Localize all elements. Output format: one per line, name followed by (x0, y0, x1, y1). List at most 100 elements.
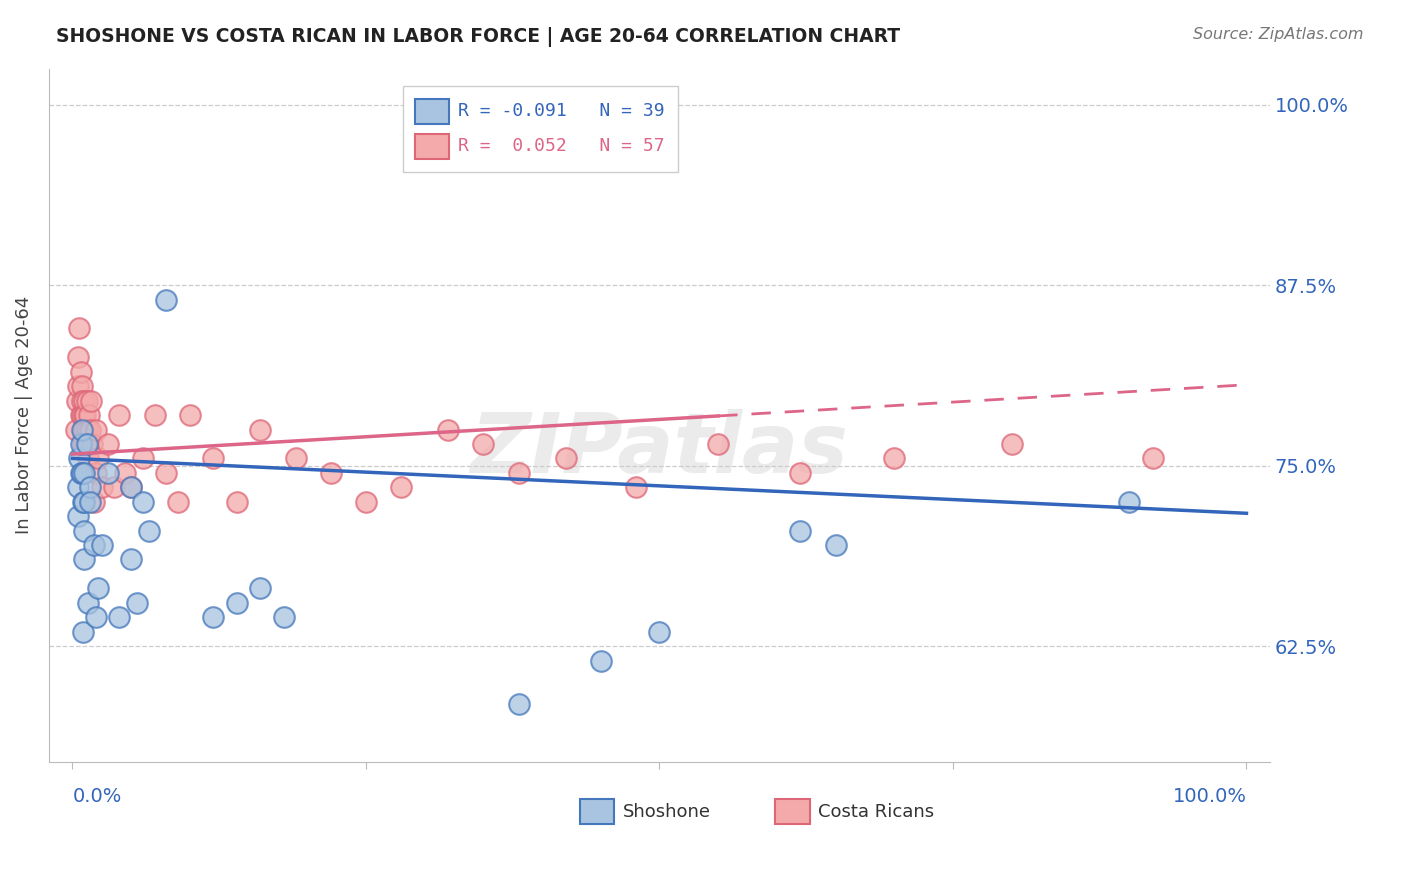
Point (69, 437, 91, 451)
Point (73, 466, 96, 480)
Point (73, 423, 96, 437)
Text: ZIPatlas: ZIPatlas (471, 409, 848, 491)
Point (202, 610, 225, 624)
Point (789, 524, 811, 538)
Point (120, 480, 142, 494)
Point (624, 480, 647, 494)
Point (284, 451, 307, 466)
Point (76, 393, 98, 408)
Point (79, 423, 101, 437)
Point (132, 451, 155, 466)
Point (319, 466, 342, 480)
Point (69, 321, 91, 335)
Point (589, 654, 612, 668)
Point (179, 408, 201, 422)
Point (883, 451, 905, 466)
Point (155, 293, 177, 307)
Point (354, 494, 377, 508)
Point (76, 451, 98, 466)
Point (90, 480, 112, 494)
Point (648, 624, 671, 639)
Point (1118, 494, 1140, 508)
Point (225, 596, 247, 610)
Y-axis label: In Labor Force | Age 20-64: In Labor Force | Age 20-64 (15, 296, 32, 534)
FancyBboxPatch shape (404, 86, 678, 172)
Point (77, 408, 100, 422)
Point (76, 437, 98, 451)
Point (84, 466, 107, 480)
Point (75, 437, 97, 451)
Point (67, 379, 90, 393)
Point (69, 451, 91, 466)
Point (437, 423, 460, 437)
Point (73, 393, 96, 408)
Point (249, 423, 271, 437)
Point (84, 423, 107, 437)
Point (69, 365, 91, 379)
Point (72, 423, 94, 437)
Point (90, 538, 112, 552)
Point (249, 582, 271, 596)
Point (132, 494, 155, 508)
FancyBboxPatch shape (415, 134, 450, 159)
Point (70, 423, 93, 437)
Point (76, 596, 98, 610)
Point (72, 624, 94, 639)
Point (508, 697, 530, 711)
Point (79, 480, 101, 494)
Point (75, 408, 97, 422)
Point (73, 494, 96, 508)
Point (67, 509, 90, 524)
Point (824, 538, 846, 552)
Point (72, 437, 94, 451)
Point (70, 408, 93, 422)
Point (138, 524, 160, 538)
Text: Costa Ricans: Costa Ricans (818, 803, 935, 821)
Point (87, 582, 110, 596)
Point (789, 466, 811, 480)
Point (155, 466, 177, 480)
Point (707, 437, 730, 451)
Text: R =  0.052   N = 57: R = 0.052 N = 57 (458, 137, 665, 155)
Point (70, 466, 93, 480)
Text: Source: ZipAtlas.com: Source: ZipAtlas.com (1194, 27, 1364, 42)
Point (72, 494, 94, 508)
Point (84, 610, 107, 624)
Text: Shoshone: Shoshone (623, 803, 711, 821)
Point (73, 408, 96, 422)
Point (79, 494, 101, 508)
FancyBboxPatch shape (415, 99, 450, 124)
Point (76, 437, 98, 451)
Text: R = -0.091   N = 39: R = -0.091 N = 39 (458, 103, 665, 120)
Point (108, 610, 131, 624)
Text: SHOSHONE VS COSTA RICAN IN LABOR FORCE | AGE 20-64 CORRELATION CHART: SHOSHONE VS COSTA RICAN IN LABOR FORCE |… (56, 27, 900, 46)
Point (472, 437, 495, 451)
Point (70, 393, 93, 408)
Point (67, 480, 90, 494)
Point (66, 393, 89, 408)
Point (120, 552, 142, 566)
Point (69, 408, 91, 422)
Text: 0.0%: 0.0% (73, 787, 122, 805)
Point (73, 552, 96, 566)
Point (389, 480, 412, 494)
Point (167, 494, 190, 508)
Point (120, 480, 142, 494)
Point (70, 379, 93, 393)
Point (97, 466, 120, 480)
Point (80, 393, 103, 408)
Point (67, 351, 90, 365)
Text: 100.0%: 100.0% (1173, 787, 1247, 805)
Point (108, 408, 131, 422)
Point (554, 451, 576, 466)
Point (87, 451, 110, 466)
Point (125, 596, 148, 610)
Point (508, 466, 530, 480)
Point (82, 437, 104, 451)
FancyBboxPatch shape (581, 799, 614, 824)
Point (76, 423, 98, 437)
Point (69, 466, 91, 480)
Point (73, 524, 96, 538)
Point (97, 437, 120, 451)
Point (273, 610, 295, 624)
